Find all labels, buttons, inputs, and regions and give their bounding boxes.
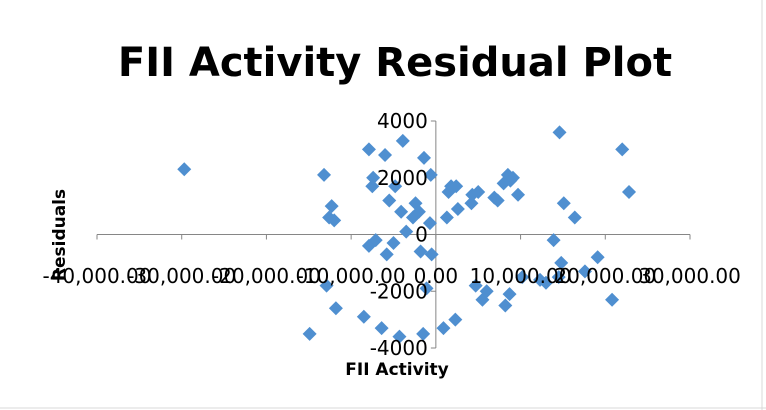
y-axis-title: Residuals bbox=[50, 189, 70, 281]
y-tick-label: 4000 bbox=[377, 109, 428, 133]
data-point bbox=[328, 301, 343, 316]
data-point bbox=[468, 278, 483, 293]
data-point bbox=[324, 199, 339, 214]
data-point bbox=[319, 278, 334, 293]
data-point bbox=[479, 284, 494, 299]
data-point bbox=[515, 270, 530, 285]
data-point bbox=[423, 167, 438, 182]
data-point bbox=[439, 210, 454, 225]
data-point bbox=[448, 312, 463, 327]
data-point bbox=[556, 196, 571, 211]
data-point bbox=[577, 264, 592, 279]
x-tick-label: -30,000.00 bbox=[127, 264, 236, 288]
data-point bbox=[388, 179, 403, 194]
y-tick-label: -2000 bbox=[370, 279, 428, 303]
data-point bbox=[392, 329, 407, 344]
x-axis-title: FII Activity bbox=[345, 360, 449, 380]
y-tick-label: 0 bbox=[415, 223, 428, 247]
data-point bbox=[546, 233, 561, 248]
data-point bbox=[551, 270, 566, 285]
x-tick-label: -40,000.00 bbox=[42, 264, 151, 288]
x-tick-label: 20,000.00 bbox=[554, 264, 656, 288]
data-point bbox=[327, 213, 342, 228]
data-point bbox=[386, 236, 401, 251]
data-points bbox=[177, 125, 637, 344]
data-point bbox=[511, 187, 526, 202]
data-point bbox=[416, 150, 431, 165]
data-point bbox=[471, 184, 486, 199]
data-point bbox=[505, 170, 520, 185]
data-point bbox=[378, 148, 393, 163]
data-point bbox=[605, 292, 620, 307]
data-point bbox=[177, 162, 192, 177]
data-point bbox=[411, 204, 426, 219]
data-point bbox=[317, 167, 332, 182]
data-point bbox=[436, 321, 451, 336]
axes bbox=[96, 120, 691, 349]
x-tick-label: -20,000.00 bbox=[212, 264, 321, 288]
data-point bbox=[419, 281, 434, 296]
data-point bbox=[374, 321, 389, 336]
data-point bbox=[382, 193, 397, 208]
data-point bbox=[413, 244, 428, 259]
x-tick-label: 30,000.00 bbox=[639, 264, 741, 288]
data-point bbox=[366, 170, 381, 185]
data-point bbox=[399, 224, 414, 239]
data-point bbox=[552, 125, 567, 140]
tick-labels: -40,000.00-30,000.00-20,000.00-10,000.00… bbox=[42, 109, 740, 360]
data-point bbox=[302, 326, 317, 341]
data-point bbox=[538, 275, 553, 290]
x-tick-label: -10,000.00 bbox=[297, 264, 406, 288]
data-point bbox=[449, 179, 464, 194]
data-point bbox=[416, 326, 431, 341]
x-tick-label: 0.00 bbox=[414, 264, 459, 288]
data-point bbox=[567, 210, 582, 225]
data-point bbox=[450, 201, 465, 216]
data-point bbox=[464, 196, 479, 211]
chart-title: FII Activity Residual Plot bbox=[118, 40, 672, 86]
data-point bbox=[490, 193, 505, 208]
data-point bbox=[394, 204, 409, 219]
data-point bbox=[379, 247, 394, 262]
data-point bbox=[590, 250, 605, 265]
data-point bbox=[502, 287, 517, 302]
data-point bbox=[395, 133, 410, 148]
data-point bbox=[356, 309, 371, 324]
data-point bbox=[368, 233, 383, 248]
data-point bbox=[424, 247, 439, 262]
data-point bbox=[615, 142, 630, 157]
x-tick-label: 10,000.00 bbox=[470, 264, 572, 288]
data-point bbox=[554, 255, 569, 270]
y-tick-label: -4000 bbox=[370, 336, 428, 360]
data-point bbox=[498, 298, 513, 313]
y-tick-label: 2000 bbox=[377, 166, 428, 190]
data-point bbox=[365, 179, 380, 194]
data-point bbox=[361, 142, 376, 157]
data-point bbox=[422, 216, 437, 231]
data-point bbox=[622, 184, 637, 199]
